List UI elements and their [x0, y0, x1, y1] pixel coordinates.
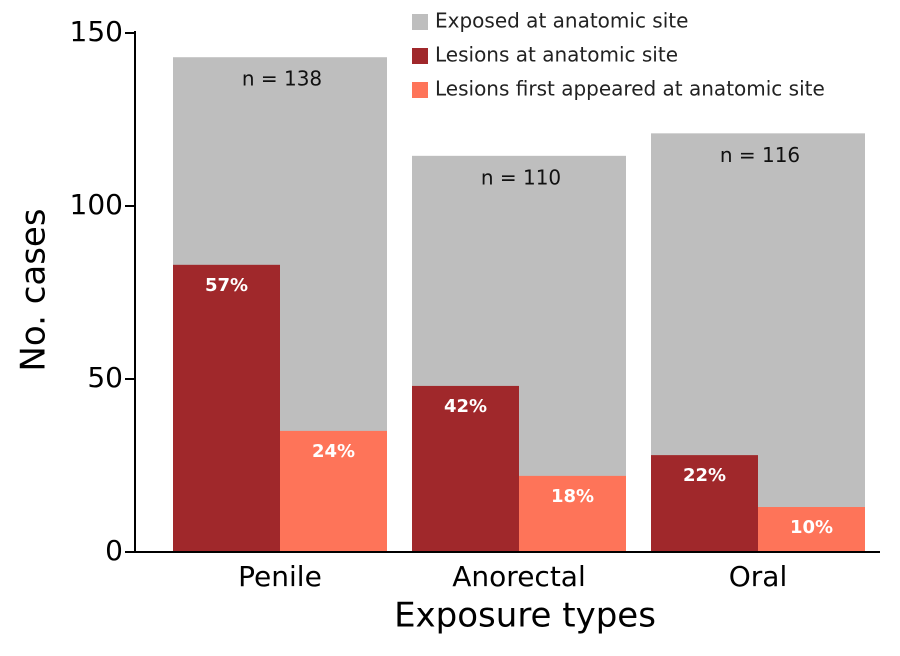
percent-label: 57%	[205, 275, 248, 296]
percent-label: 24%	[312, 441, 355, 462]
bar	[280, 430, 387, 552]
legend-swatch	[412, 14, 428, 30]
bar	[758, 507, 865, 552]
x-tick-label: Anorectal	[452, 560, 585, 593]
y-tick-label: 0	[105, 534, 123, 567]
legend-label: Lesions first appeared at anatomic site	[435, 77, 825, 101]
bar	[412, 385, 519, 552]
bar	[651, 455, 758, 552]
x-tick-label: Penile	[238, 560, 322, 593]
legend-swatch	[412, 82, 428, 98]
percent-label: 10%	[790, 517, 833, 538]
n-label: n = 110	[481, 165, 561, 189]
x-axis-title: Exposure types	[394, 596, 656, 636]
y-axis-title: No. cases	[14, 208, 54, 371]
legend-label: Exposed at anatomic site	[435, 9, 688, 33]
y-tick-label: 50	[87, 361, 123, 394]
bar	[173, 264, 280, 552]
percent-label: 18%	[551, 486, 594, 507]
legend-label: Lesions at anatomic site	[435, 43, 678, 67]
legend-swatch	[412, 48, 428, 64]
n-label: n = 138	[242, 67, 322, 91]
percent-label: 22%	[683, 465, 726, 486]
percent-label: 42%	[444, 396, 487, 417]
bar	[519, 475, 626, 552]
n-label: n = 116	[720, 143, 800, 167]
y-tick-label: 150	[70, 15, 123, 48]
y-tick-label: 100	[70, 188, 123, 221]
x-tick-label: Oral	[729, 560, 788, 593]
